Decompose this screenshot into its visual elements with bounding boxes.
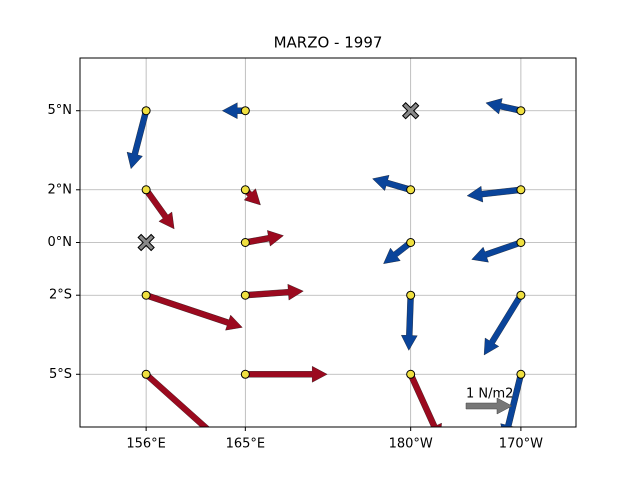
key-arrow bbox=[465, 397, 513, 415]
point bbox=[406, 369, 416, 379]
grid bbox=[80, 58, 576, 427]
arrow bbox=[245, 366, 328, 383]
arrow bbox=[471, 239, 523, 263]
point bbox=[240, 185, 250, 195]
y-tick-label: 5°N bbox=[48, 103, 73, 118]
point bbox=[141, 185, 151, 195]
point bbox=[141, 369, 151, 379]
axes: 156°E 165°E 180°W 170°W 5°N 2°N 0°N 2°S 5°S bbox=[48, 103, 544, 451]
point bbox=[516, 185, 526, 195]
y-tick-label: 0°N bbox=[48, 235, 73, 250]
arrow bbox=[466, 185, 522, 203]
arrow bbox=[372, 175, 412, 193]
chart-title: MARZO - 1997 bbox=[274, 34, 383, 52]
arrow bbox=[145, 292, 243, 331]
key-label: 1 N/m2 bbox=[466, 387, 513, 402]
x-tick-label: 156°E bbox=[126, 437, 166, 452]
point bbox=[240, 290, 250, 300]
arrow bbox=[483, 293, 524, 356]
point bbox=[406, 185, 416, 195]
point bbox=[141, 290, 151, 300]
arrow bbox=[143, 371, 210, 427]
point bbox=[516, 290, 526, 300]
x-tick-label: 165°E bbox=[226, 437, 266, 452]
x-tick-label: 180°W bbox=[389, 437, 433, 452]
y-tick-label: 2°N bbox=[48, 182, 73, 197]
point bbox=[406, 290, 416, 300]
point bbox=[516, 369, 526, 379]
arrow bbox=[143, 187, 175, 230]
point bbox=[240, 106, 250, 116]
arrow bbox=[244, 230, 284, 247]
y-tick-label: 5°S bbox=[49, 367, 72, 382]
x-tick-label: 170°W bbox=[499, 437, 543, 452]
point bbox=[516, 106, 526, 116]
point bbox=[141, 106, 151, 116]
point bbox=[240, 369, 250, 379]
arrow bbox=[401, 294, 418, 351]
point bbox=[516, 238, 526, 247]
plot-area bbox=[126, 98, 526, 427]
missing-marker bbox=[137, 233, 155, 252]
arrow bbox=[244, 283, 304, 301]
arrow bbox=[500, 373, 524, 427]
missing-marker bbox=[401, 102, 420, 120]
point bbox=[240, 238, 250, 247]
y-tick-label: 2°S bbox=[49, 288, 72, 303]
arrow bbox=[407, 372, 442, 427]
arrow bbox=[485, 98, 522, 115]
arrow bbox=[126, 109, 150, 170]
point bbox=[406, 238, 416, 247]
